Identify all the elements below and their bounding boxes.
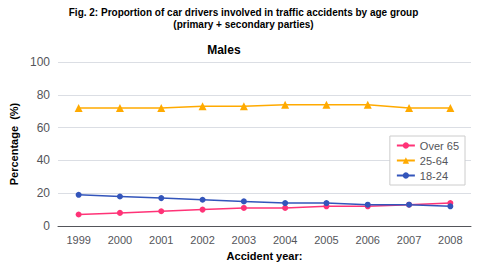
svg-text:Accident year:: Accident year: <box>227 250 303 262</box>
svg-text:60: 60 <box>37 121 51 135</box>
svg-text:2003: 2003 <box>232 234 256 246</box>
svg-text:2001: 2001 <box>149 234 173 246</box>
svg-text:Percentage (%): Percentage (%) <box>8 102 20 185</box>
svg-text:40: 40 <box>37 153 51 167</box>
svg-text:2002: 2002 <box>190 234 214 246</box>
svg-text:25-64: 25-64 <box>420 155 448 167</box>
svg-text:80: 80 <box>37 88 51 102</box>
svg-text:2005: 2005 <box>314 234 338 246</box>
svg-text:100: 100 <box>30 55 50 69</box>
svg-text:0: 0 <box>43 219 50 233</box>
svg-text:Fig. 2: Proportion of car driv: Fig. 2: Proportion of car drivers involv… <box>69 7 419 18</box>
svg-text:2006: 2006 <box>356 234 380 246</box>
svg-text:20: 20 <box>37 186 51 200</box>
svg-text:Over 65: Over 65 <box>420 140 459 152</box>
svg-text:1999: 1999 <box>66 234 90 246</box>
svg-text:2008: 2008 <box>438 234 462 246</box>
svg-text:2007: 2007 <box>397 234 421 246</box>
svg-text:2004: 2004 <box>273 234 297 246</box>
svg-text:(primary + secondary parties): (primary + secondary parties) <box>173 19 313 30</box>
svg-text:2000: 2000 <box>108 234 132 246</box>
svg-text:18-24: 18-24 <box>420 170 448 182</box>
svg-text:Males: Males <box>207 43 241 57</box>
